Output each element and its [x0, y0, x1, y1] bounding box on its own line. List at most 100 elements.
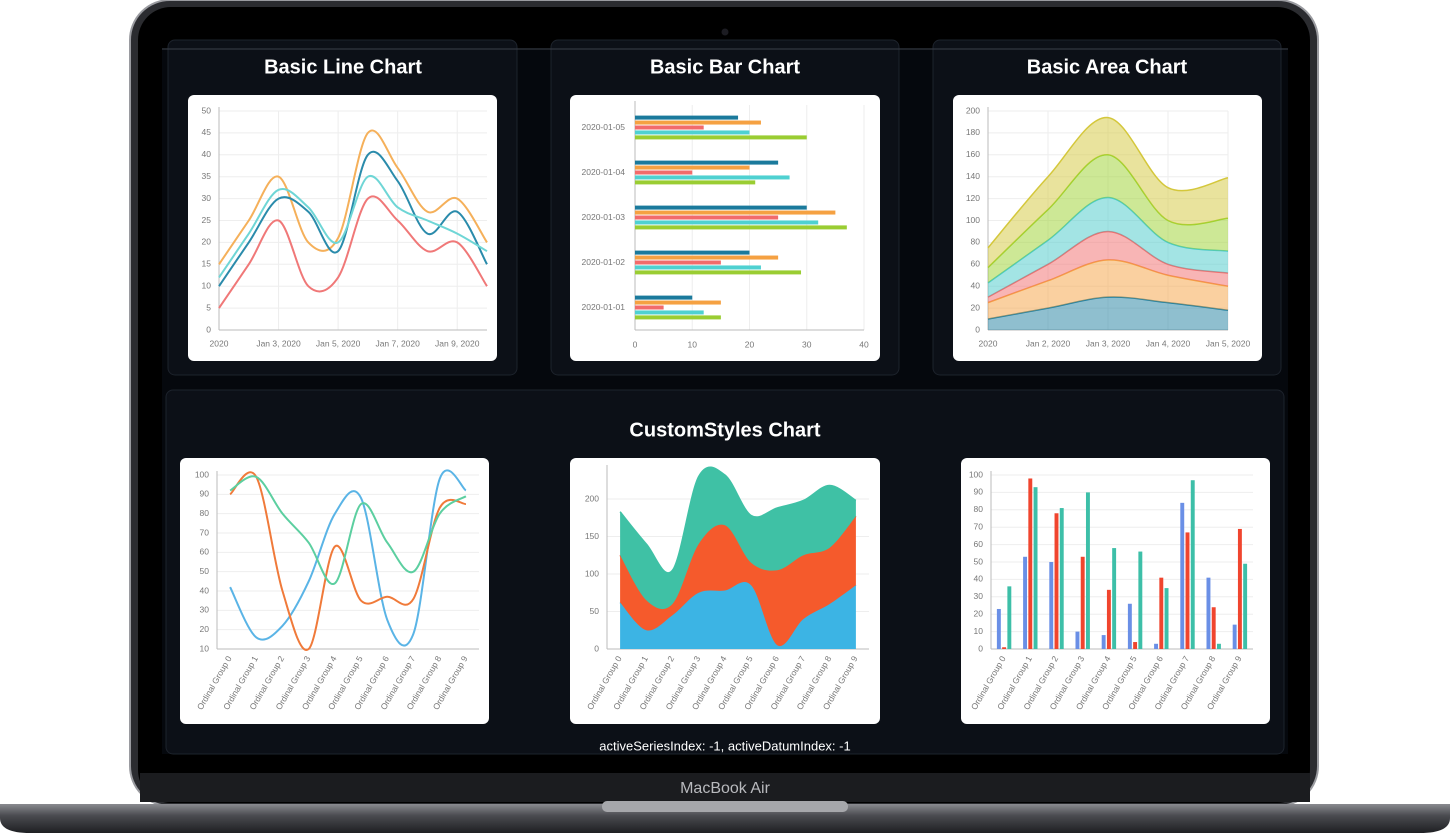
x-tick-label: Jan 3, 2020 — [256, 338, 301, 348]
y-tick-label: 200 — [966, 105, 980, 115]
area — [620, 582, 856, 649]
bar — [1237, 528, 1242, 649]
line — [229, 469, 467, 647]
bar — [635, 120, 761, 125]
x-tick-label: 2020 — [210, 338, 229, 348]
y-tick-label: 80 — [200, 508, 210, 518]
x-tick-label: Jan 5, 2020 — [316, 338, 361, 348]
x-tick-label: Jan 3, 2020 — [1086, 338, 1131, 348]
y-tick-label: 25 — [202, 215, 212, 225]
y-tick-label: 2020-01-02 — [582, 257, 626, 267]
bar — [1002, 647, 1007, 649]
y-tick-label: 100 — [966, 215, 980, 225]
bar — [1216, 643, 1221, 649]
y-tick-label: 80 — [971, 237, 981, 247]
bar — [635, 255, 779, 260]
x-tick-label: 0 — [633, 339, 638, 349]
y-tick-label: 60 — [974, 539, 984, 549]
x-tick-label: 30 — [802, 339, 812, 349]
bar — [635, 315, 721, 320]
bar — [1085, 492, 1090, 649]
bar — [1180, 502, 1185, 649]
bar — [635, 300, 721, 305]
bar — [1033, 487, 1038, 649]
bar — [635, 225, 847, 230]
y-tick-label: 2020-01-03 — [582, 212, 626, 222]
bar — [635, 295, 693, 300]
y-tick-label: 70 — [974, 521, 984, 531]
bar — [635, 175, 790, 180]
bar — [635, 115, 739, 120]
y-tick-label: 40 — [202, 149, 212, 159]
camera — [721, 28, 729, 36]
bar — [635, 165, 750, 170]
laptop-base — [0, 804, 1450, 833]
base-notch — [602, 801, 848, 812]
line — [229, 475, 467, 585]
y-tick-label: 10 — [202, 280, 212, 290]
bar — [1154, 643, 1159, 649]
y-tick-label: 5 — [206, 302, 211, 312]
y-tick-label: 50 — [590, 606, 600, 616]
y-tick-label: 20 — [971, 302, 981, 312]
x-tick-label: 40 — [859, 339, 869, 349]
bar — [635, 250, 750, 255]
bar — [635, 125, 704, 130]
y-tick-label: 100 — [195, 469, 209, 479]
x-tick-label: 20 — [745, 339, 755, 349]
area — [988, 297, 1228, 330]
line — [218, 195, 488, 309]
y-tick-label: 0 — [594, 643, 599, 653]
y-tick-label: 30 — [974, 591, 984, 601]
bar — [635, 180, 756, 185]
y-tick-label: 45 — [202, 127, 212, 137]
y-tick-label: 90 — [200, 489, 210, 499]
y-tick-label: 0 — [978, 643, 983, 653]
area — [620, 516, 856, 647]
y-tick-label: 60 — [200, 547, 210, 557]
y-tick-label: 20 — [200, 624, 210, 634]
y-tick-label: 35 — [202, 171, 212, 181]
bar — [1133, 642, 1138, 649]
x-tick-label: Jan 2, 2020 — [1026, 338, 1071, 348]
line — [218, 129, 488, 265]
bar — [635, 220, 819, 225]
bar — [1101, 635, 1106, 649]
y-tick-label: 100 — [969, 469, 983, 479]
area — [988, 231, 1228, 303]
bar — [1106, 589, 1111, 649]
y-tick-label: 2020-01-04 — [582, 167, 626, 177]
area-edge — [619, 466, 857, 574]
area — [988, 259, 1228, 320]
bar — [1049, 562, 1054, 649]
chart-title: Basic Area Chart — [1027, 56, 1188, 78]
bar — [1054, 513, 1059, 649]
y-tick-label: 0 — [206, 324, 211, 334]
y-tick-label: 2020-01-01 — [582, 302, 626, 312]
x-tick-label: Jan 4, 2020 — [1146, 338, 1191, 348]
bar — [635, 310, 704, 315]
bar — [635, 270, 802, 275]
y-tick-label: 30 — [202, 193, 212, 203]
y-tick-label: 160 — [966, 149, 980, 159]
bar — [1112, 548, 1117, 649]
bar — [1159, 577, 1164, 649]
bar — [635, 265, 761, 270]
bar — [1007, 586, 1012, 649]
y-tick-label: 50 — [200, 566, 210, 576]
x-tick-label: 2020 — [979, 338, 998, 348]
chart-title: Basic Line Chart — [264, 56, 422, 78]
bar — [635, 305, 664, 310]
bar — [1127, 603, 1132, 649]
y-tick-label: 15 — [202, 259, 212, 269]
y-tick-label: 150 — [585, 531, 599, 541]
bar — [1211, 607, 1216, 649]
status-text: activeSeriesIndex: -1, activeDatumIndex:… — [599, 738, 850, 753]
bar — [1185, 532, 1190, 649]
y-tick-label: 200 — [585, 493, 599, 503]
bar — [996, 608, 1001, 649]
y-tick-label: 60 — [971, 259, 981, 269]
chart-title: Basic Bar Chart — [650, 56, 800, 78]
bar — [1164, 588, 1169, 649]
